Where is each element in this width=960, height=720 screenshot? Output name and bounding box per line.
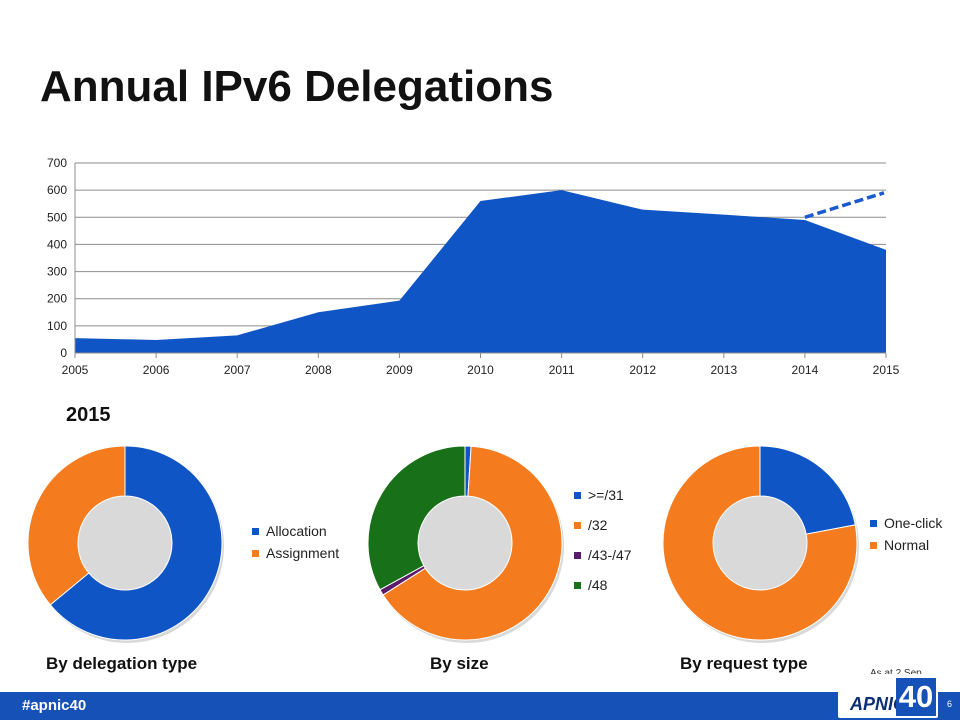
donut-slice (49, 445, 223, 641)
legend-size: >=/31 /32 /43-/47 /48 (574, 480, 632, 600)
donut-chart-request-type (662, 445, 859, 643)
donut-slice (367, 445, 466, 591)
legend-item: /48 (574, 570, 632, 600)
legend-item: Allocation (252, 516, 339, 546)
caption-delegation-type: By delegation type (46, 654, 198, 673)
footer-hashtag: #apnic40 (22, 697, 87, 714)
y-tick-label: 400 (47, 237, 67, 251)
legend-delegation-type: Allocation Assignment (252, 516, 339, 568)
y-tick-label: 300 (47, 265, 67, 279)
donut-slice (382, 445, 563, 641)
caption-size: By size (430, 654, 489, 673)
page-title: Annual IPv6 Delegations (40, 62, 554, 111)
year-subheading: 2015 (66, 404, 111, 426)
x-tick-label: 2006 (143, 363, 170, 377)
donut-slice (27, 445, 126, 606)
legend-swatch (574, 521, 581, 529)
logo-number: 40 (896, 678, 936, 716)
x-tick-label: 2005 (62, 363, 89, 377)
y-tick-label: 600 (47, 183, 67, 197)
footer-bar: #apnic40 APNIC 40 6 (0, 674, 960, 720)
x-tick-label: 2007 (224, 363, 251, 377)
donut-slice (759, 445, 856, 535)
as-at-note: As at 2 Sep (870, 668, 922, 679)
legend-label: >=/31 (588, 487, 624, 503)
legend-swatch (870, 541, 877, 549)
legend-label: Allocation (266, 523, 327, 539)
y-tick-label: 100 (47, 319, 67, 333)
logo-text: APNIC (850, 694, 907, 714)
x-tick-label: 2008 (305, 363, 332, 377)
x-tick-label: 2009 (386, 363, 413, 377)
x-tick-label: 2013 (710, 363, 737, 377)
y-tick-label: 200 (47, 292, 67, 306)
legend-item: Assignment (252, 538, 339, 568)
legend-swatch (574, 581, 581, 589)
legend-item: One-click (870, 508, 942, 538)
x-tick-label: 2012 (629, 363, 656, 377)
apnic-logo: APNIC 40 (838, 674, 938, 718)
legend-label: Assignment (266, 545, 340, 561)
donut-chart-size (367, 445, 564, 643)
legend-item: >=/31 (574, 480, 632, 510)
area-series (75, 190, 886, 353)
legend-swatch (252, 549, 259, 557)
legend-item: /43-/47 (574, 540, 632, 570)
legend-label: One-click (884, 515, 943, 531)
legend-swatch (574, 491, 581, 499)
legend-label: Normal (884, 537, 930, 553)
y-tick-label: 700 (47, 156, 67, 170)
legend-swatch (252, 527, 259, 535)
y-tick-label: 500 (47, 210, 67, 224)
legend-item: Normal (870, 530, 942, 560)
area-chart: 0 100 200 300 400 500 600 700 2005 2006 2007 2008 20… (47, 156, 900, 377)
legend-label: /48 (588, 577, 608, 593)
x-tick-label: 2015 (873, 363, 900, 377)
legend-swatch (870, 519, 877, 527)
page-number: 6 (947, 699, 953, 709)
legend-label: /43-/47 (588, 547, 632, 563)
x-tick-label: 2011 (549, 363, 575, 377)
projection-line (804, 191, 885, 219)
y-tick-label: 0 (60, 346, 67, 360)
x-tick-label: 2010 (467, 363, 494, 377)
caption-request-type: By request type (680, 654, 808, 673)
legend-swatch (574, 551, 581, 559)
legend-item: /32 (574, 510, 632, 540)
legend-label: /32 (588, 517, 608, 533)
donut-chart-delegation-type (27, 445, 224, 643)
donut-slice (662, 445, 858, 641)
legend-request-type: One-click Normal (870, 508, 942, 560)
x-tick-label: 2014 (792, 363, 819, 377)
